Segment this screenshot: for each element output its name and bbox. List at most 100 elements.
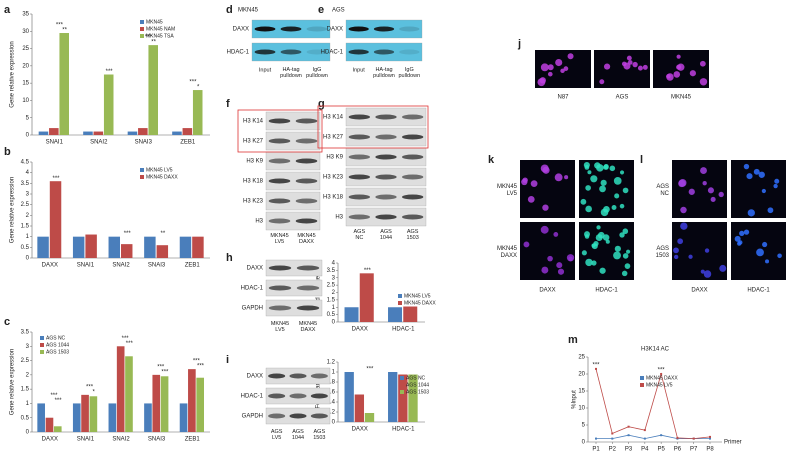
cell xyxy=(585,205,592,213)
panel-letter: d xyxy=(226,4,233,16)
cell xyxy=(637,65,643,71)
cell xyxy=(591,260,597,266)
blot-band xyxy=(295,118,318,124)
blot-column-label: IgG pulldown xyxy=(306,67,328,79)
blot-column-label: AGS 1044 xyxy=(380,229,392,241)
blot-row-label: HDAC-1 xyxy=(321,50,344,56)
bar xyxy=(388,307,403,322)
bar xyxy=(354,394,365,422)
image-column-label: DAXX xyxy=(539,288,555,294)
blot-band xyxy=(254,49,276,55)
blot-band xyxy=(375,134,397,140)
blot-band xyxy=(254,26,276,32)
cell xyxy=(642,64,648,70)
x-tick-label: ZEB1 xyxy=(180,140,196,146)
blot-band xyxy=(295,218,318,224)
y-tick-label: 1 xyxy=(332,305,336,311)
marker xyxy=(627,434,630,437)
cell xyxy=(700,167,707,175)
cell xyxy=(765,259,770,264)
y-tick-label: 2.5 xyxy=(21,202,30,208)
blot-band xyxy=(268,373,286,379)
blot-band xyxy=(268,198,291,204)
significance: *** xyxy=(366,367,374,373)
cell xyxy=(676,64,682,70)
bar xyxy=(388,372,398,422)
blot-strip xyxy=(265,299,323,317)
legend-swatch xyxy=(398,301,402,305)
x-tick-label: DAXX xyxy=(42,437,58,443)
legend-label: AGS 1044 xyxy=(406,382,429,388)
blot-band xyxy=(268,305,292,311)
blot-column-label: MKN45 DAXX xyxy=(297,233,315,245)
blot-band xyxy=(348,49,369,55)
y-tick-label: 0 xyxy=(26,430,30,436)
highlight-box xyxy=(317,105,429,149)
cell xyxy=(521,178,528,186)
cell xyxy=(556,262,563,269)
chart-title: H3K14 AC xyxy=(641,347,670,353)
bar xyxy=(144,403,152,432)
x-tick-label: SNAI2 xyxy=(90,140,108,146)
cell xyxy=(680,222,688,230)
blot-band xyxy=(348,26,369,32)
cell xyxy=(622,228,629,235)
highlight-box xyxy=(237,109,323,153)
cell xyxy=(599,79,605,85)
significance: *** xyxy=(122,336,130,342)
cell xyxy=(540,225,549,234)
blot-band xyxy=(289,393,307,399)
x-tick-label: P8 xyxy=(706,447,714,453)
marker xyxy=(595,367,597,370)
cell xyxy=(747,209,755,217)
blot-band xyxy=(268,218,291,224)
cell xyxy=(738,240,743,245)
x-tick-label: ZEB1 xyxy=(185,263,201,269)
legend-label: AGS 1503 xyxy=(406,389,429,395)
cell xyxy=(707,187,714,194)
marker xyxy=(676,436,679,439)
blot-band xyxy=(268,413,286,419)
y-tick-label: 15 xyxy=(578,389,585,395)
cell xyxy=(547,71,553,77)
cell xyxy=(626,55,632,61)
blot-strip xyxy=(265,191,321,211)
legend-swatch xyxy=(640,383,644,387)
blot-band xyxy=(306,49,328,55)
bar xyxy=(38,131,49,135)
cell xyxy=(703,270,712,278)
bar xyxy=(121,244,133,258)
marker xyxy=(627,425,630,428)
blot-column-label: AGS LV5 xyxy=(271,429,283,441)
image-column-label: DAXX xyxy=(691,288,707,294)
blot-band xyxy=(375,194,397,200)
y-tick-label: 1.5 xyxy=(327,297,336,303)
cell xyxy=(621,270,628,277)
blot-row-label: GAPDH xyxy=(242,414,263,420)
bar xyxy=(359,273,374,322)
bar xyxy=(138,128,148,135)
image-column-label: MKN45 xyxy=(671,95,692,101)
cell xyxy=(739,230,745,237)
legend-swatch xyxy=(398,294,402,298)
blot-strip xyxy=(265,111,321,131)
blot-band xyxy=(296,265,320,271)
blot-band xyxy=(348,174,371,180)
blot-strip xyxy=(265,279,323,297)
y-tick-label: 20 xyxy=(578,372,585,378)
y-axis-label: Gene relative expression xyxy=(10,349,16,415)
legend-swatch xyxy=(140,175,144,179)
cell xyxy=(613,177,622,185)
significance: *** xyxy=(124,231,132,237)
cell xyxy=(767,207,774,214)
x-tick-label: ZEB1 xyxy=(185,437,201,443)
bar xyxy=(49,181,62,258)
blot-band xyxy=(295,198,318,204)
cell xyxy=(718,191,724,198)
blot-row-label: H3 K14 xyxy=(243,119,264,125)
y-tick-label: 2 xyxy=(26,213,30,219)
cell xyxy=(595,234,603,242)
blot-strip xyxy=(265,259,323,277)
y-tick-label: 5 xyxy=(26,115,30,121)
bar xyxy=(156,245,169,258)
